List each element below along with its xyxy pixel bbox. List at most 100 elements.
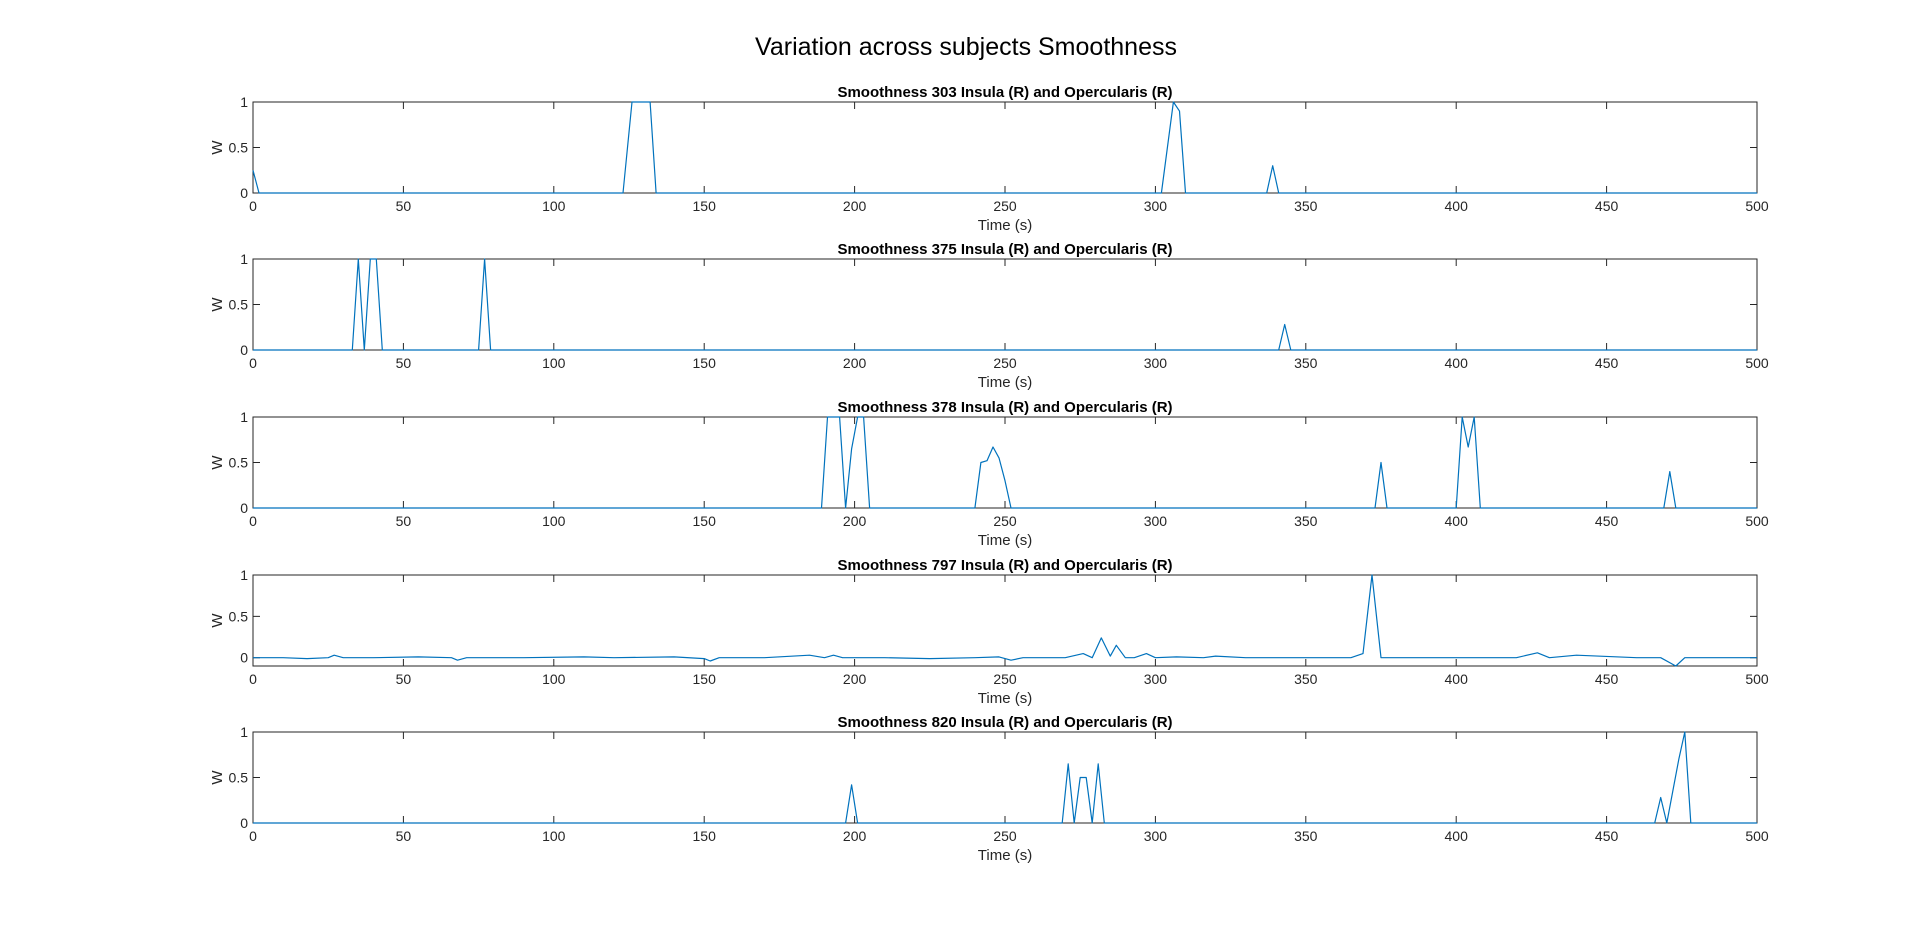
x-tick-label: 500: [1745, 513, 1769, 529]
panel-title: Smoothness 820 Insula (R) and Operculari…: [837, 714, 1172, 731]
x-tick-label: 400: [1445, 513, 1469, 529]
x-tick-label: 350: [1294, 513, 1318, 529]
y-tick-label: 0: [240, 185, 248, 201]
x-tick-label: 350: [1294, 671, 1318, 687]
x-tick-label: 300: [1144, 198, 1168, 214]
y-tick-label: 1: [240, 724, 248, 740]
panel-title: Smoothness 378 Insula (R) and Operculari…: [837, 399, 1172, 416]
x-tick-label: 300: [1144, 355, 1168, 371]
subplot-grid: Smoothness 303 Insula (R) and Operculari…: [209, 84, 1769, 864]
x-tick-label: 250: [993, 198, 1017, 214]
y-tick-label: 1: [240, 251, 248, 267]
y-tick-label: 0: [240, 650, 248, 666]
x-tick-label: 500: [1745, 828, 1769, 844]
y-tick-label: 0.5: [229, 770, 249, 786]
x-tick-label: 400: [1445, 828, 1469, 844]
x-tick-label: 200: [843, 355, 867, 371]
x-tick-label: 150: [693, 513, 717, 529]
x-tick-label: 50: [396, 828, 412, 844]
subplot-5: Smoothness 820 Insula (R) and Operculari…: [209, 714, 1769, 864]
x-tick-label: 500: [1745, 355, 1769, 371]
x-tick-label: 350: [1294, 828, 1318, 844]
x-tick-label: 350: [1294, 198, 1318, 214]
series-line: [252, 101, 1757, 194]
axes-box: [252, 258, 1758, 351]
x-tick-label: 150: [693, 828, 717, 844]
y-axis-label: W: [209, 770, 226, 785]
x-tick-label: 0: [249, 513, 257, 529]
x-tick-label: 450: [1595, 513, 1619, 529]
x-tick-label: 450: [1595, 355, 1619, 371]
y-tick-label: 1: [240, 409, 248, 425]
y-axis-label: W: [209, 140, 226, 155]
x-tick-label: 250: [993, 828, 1017, 844]
x-tick-label: 500: [1745, 198, 1769, 214]
x-axis-label: Time (s): [978, 690, 1032, 707]
x-tick-label: 0: [249, 828, 257, 844]
x-tick-label: 450: [1595, 198, 1619, 214]
series-line: [253, 731, 1757, 824]
x-tick-label: 450: [1595, 828, 1619, 844]
panel-title: Smoothness 797 Insula (R) and Operculari…: [837, 557, 1172, 574]
y-tick-label: 0: [240, 500, 248, 516]
x-tick-label: 300: [1144, 671, 1168, 687]
axes-box: [252, 416, 1758, 509]
x-tick-label: 500: [1745, 671, 1769, 687]
x-tick-label: 100: [542, 198, 566, 214]
x-tick-label: 100: [542, 513, 566, 529]
x-tick-label: 0: [249, 671, 257, 687]
y-tick-label: 0: [240, 815, 248, 831]
x-tick-label: 450: [1595, 671, 1619, 687]
y-axis-label: W: [209, 613, 226, 628]
axes-box: [252, 731, 1758, 824]
x-tick-label: 300: [1144, 513, 1168, 529]
series-line: [253, 416, 1757, 509]
y-tick-label: 1: [240, 94, 248, 110]
x-axis-label: Time (s): [978, 217, 1032, 234]
y-tick-label: 0.5: [229, 608, 249, 624]
y-axis-label: W: [209, 455, 226, 470]
y-tick-label: 0.5: [229, 455, 249, 471]
x-tick-label: 100: [542, 671, 566, 687]
panel-title: Smoothness 303 Insula (R) and Operculari…: [837, 84, 1172, 101]
subplot-2: Smoothness 375 Insula (R) and Operculari…: [209, 241, 1769, 391]
x-tick-label: 50: [396, 671, 412, 687]
x-tick-label: 300: [1144, 828, 1168, 844]
y-tick-label: 1: [240, 567, 248, 583]
x-tick-label: 150: [693, 671, 717, 687]
x-tick-label: 200: [843, 198, 867, 214]
y-tick-label: 0.5: [229, 297, 249, 313]
series-line: [253, 258, 1757, 351]
panel-title: Smoothness 375 Insula (R) and Operculari…: [837, 241, 1172, 258]
x-tick-label: 250: [993, 355, 1017, 371]
subplot-4: Smoothness 797 Insula (R) and Operculari…: [209, 557, 1769, 707]
axes-box: [252, 101, 1758, 194]
x-tick-label: 200: [843, 671, 867, 687]
x-tick-label: 50: [396, 198, 412, 214]
x-tick-label: 100: [542, 828, 566, 844]
x-tick-label: 100: [542, 355, 566, 371]
subplot-1: Smoothness 303 Insula (R) and Operculari…: [209, 84, 1769, 234]
y-tick-label: 0: [240, 342, 248, 358]
x-tick-label: 50: [396, 355, 412, 371]
x-tick-label: 50: [396, 513, 412, 529]
y-axis-label: W: [209, 297, 226, 312]
y-tick-label: 0.5: [229, 140, 249, 156]
x-tick-label: 400: [1445, 198, 1469, 214]
x-tick-label: 250: [993, 513, 1017, 529]
subplot-3: Smoothness 378 Insula (R) and Operculari…: [209, 399, 1769, 549]
x-axis-label: Time (s): [978, 847, 1032, 864]
x-tick-label: 0: [249, 355, 257, 371]
x-axis-label: Time (s): [978, 374, 1032, 391]
x-tick-label: 200: [843, 513, 867, 529]
x-tick-label: 0: [249, 198, 257, 214]
x-tick-label: 200: [843, 828, 867, 844]
x-tick-label: 350: [1294, 355, 1318, 371]
x-tick-label: 150: [693, 355, 717, 371]
x-tick-label: 400: [1445, 355, 1469, 371]
figure-suptitle: Variation across subjects Smoothness: [755, 33, 1177, 61]
axes-box: [252, 574, 1758, 667]
x-tick-label: 150: [693, 198, 717, 214]
x-tick-label: 250: [993, 671, 1017, 687]
